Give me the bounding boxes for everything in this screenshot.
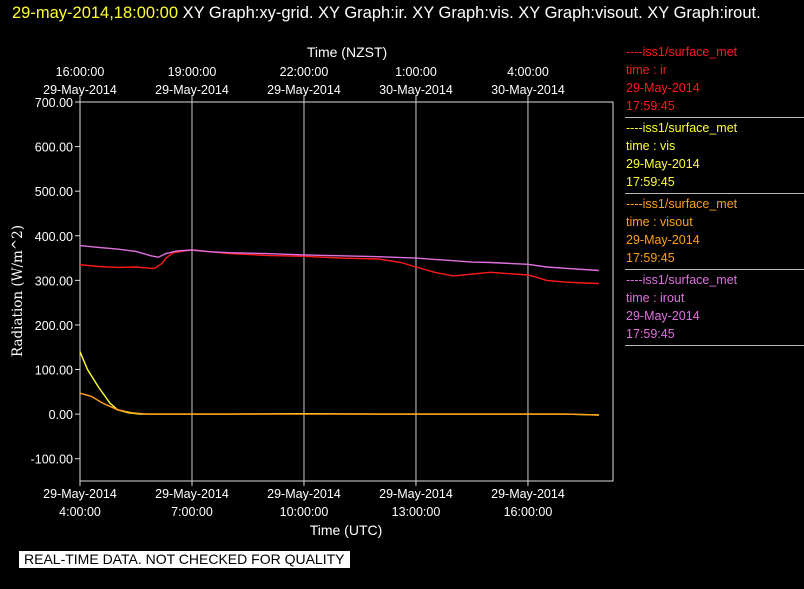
series-line-time-vis — [79, 351, 599, 416]
y-tick-label: 100.00 — [35, 364, 73, 378]
top-tick-date-label: 29-May-2014 — [267, 83, 341, 97]
plot-frame — [79, 101, 614, 482]
legend-line2: time : visout — [626, 215, 693, 229]
y-tick-label: 700.00 — [35, 96, 73, 110]
legend-line4: 17:59:45 — [626, 327, 675, 341]
legend-line4: 17:59:45 — [626, 251, 675, 265]
legend-line3: 29-May-2014 — [626, 309, 700, 323]
series-line-time-irout — [79, 244, 599, 272]
x-tick-time-label: 4:00:00 — [59, 505, 101, 519]
x-tick-time-label: 10:00:00 — [280, 505, 329, 519]
x-tick-date-label: 29-May-2014 — [155, 487, 229, 501]
series-line-time-ir — [79, 249, 599, 285]
y-axis-label: Radiation (W/m^2) — [10, 225, 26, 357]
y-tick-label: -100.00 — [31, 453, 73, 467]
top-tick-time-label: 4:00:00 — [507, 65, 549, 79]
y-tick-label: 200.00 — [35, 319, 73, 333]
y-tick-label: 500.00 — [35, 185, 73, 199]
radiation-chart: 29-May-2014 4:00:00 29-May-2014 7:00:00 29-M… — [10, 44, 614, 538]
title-timestamp: 29-may-2014,18:00:00 — [12, 4, 179, 22]
top-tick-time-label: 19:00:00 — [168, 65, 217, 79]
top-tick-date-label: 29-May-2014 — [155, 83, 229, 97]
x-tick-date-label: 29-May-2014 — [491, 487, 565, 501]
top-tick-time-label: 16:00:00 — [56, 65, 105, 79]
legend-line3: 29-May-2014 — [626, 81, 700, 95]
quality-disclaimer: REAL-TIME DATA. NOT CHECKED FOR QUALITY — [19, 551, 351, 568]
x-tick-time-label: 7:00:00 — [171, 505, 213, 519]
x-tick-date-label: 29-May-2014 — [267, 487, 341, 501]
legend-line3: 29-May-2014 — [626, 233, 700, 247]
y-tick-label: 400.00 — [35, 230, 73, 244]
legend-line2: time : vis — [626, 139, 676, 153]
top-tick-time-label: 1:00:00 — [395, 65, 437, 79]
title-graph-list: XY Graph:xy-grid. XY Graph:ir. XY Graph:… — [182, 4, 761, 22]
x-tick-date-label: 29-May-2014 — [43, 487, 117, 501]
legend-line4: 17:59:45 — [626, 99, 675, 113]
x-tick-date-label: 29-May-2014 — [379, 487, 453, 501]
top-tick-date-label: 30-May-2014 — [379, 83, 453, 97]
legend-line1: ----iss1/surface_met — [626, 45, 738, 59]
legend-line2: time : ir — [626, 63, 667, 77]
legend-line2: time : irout — [626, 291, 685, 305]
y-tick-label: 0.00 — [49, 408, 73, 422]
y-tick-label: 600.00 — [35, 141, 73, 155]
top-tick-time-label: 22:00:00 — [280, 65, 329, 79]
top-tick-date-label: 30-May-2014 — [491, 83, 565, 97]
top-tick-date-label: 29-May-2014 — [43, 83, 117, 97]
x-tick-time-label: 13:00:00 — [392, 505, 441, 519]
x-tick-time-label: 16:00:00 — [504, 505, 553, 519]
legend-line1: ----iss1/surface_met — [626, 197, 738, 211]
top-axis-label: Time (NZST) — [307, 44, 387, 60]
legend-line3: 29-May-2014 — [626, 157, 700, 171]
y-tick-label: 300.00 — [35, 274, 73, 288]
legend-line1: ----iss1/surface_met — [626, 273, 738, 287]
x-axis-label: Time (UTC) — [310, 522, 383, 538]
legend-line1: ----iss1/surface_met — [626, 121, 738, 135]
legend: ----iss1/surface_met time : ir 29-May-2014… — [625, 42, 804, 346]
graph-title: 29-may-2014,18:00:00 XY Graph:xy-grid. X… — [12, 2, 802, 24]
legend-line4: 17:59:45 — [626, 175, 675, 189]
series-line-time-visout — [79, 392, 599, 416]
